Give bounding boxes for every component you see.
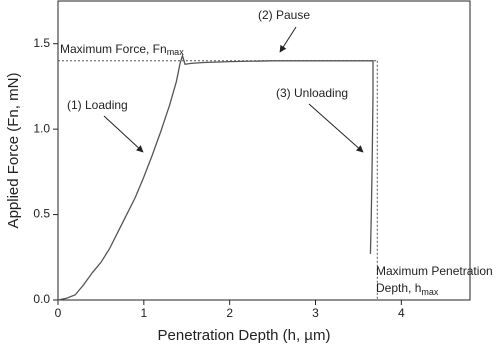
annotation-sub: max: [167, 47, 185, 57]
arrow: [103, 115, 144, 153]
annotation: (2) Pause: [258, 8, 310, 22]
y-tick-label: 1.0: [33, 121, 50, 135]
x-tick-label: 0: [55, 306, 62, 320]
x-tick-label: 1: [140, 306, 147, 320]
y-tick-label: 1.5: [33, 36, 50, 50]
annotation-text: Depth, h: [376, 281, 421, 295]
data-line: [57, 53, 374, 301]
y-tick-label: 0.0: [33, 292, 50, 306]
annotation: Maximum Penetration: [376, 264, 493, 278]
annotation-sub: max: [421, 287, 439, 297]
annotation: Maximum Force, Fnmax: [60, 42, 184, 57]
x-tick-label: 3: [312, 306, 319, 320]
x-tick-label: 4: [398, 306, 405, 320]
annotation: Depth, hmax: [376, 281, 439, 297]
y-tick-label: 0.5: [33, 207, 50, 221]
arrow: [308, 103, 364, 153]
arrow: [279, 26, 297, 53]
y-axis-label: Applied Force (Fn, mN): [5, 73, 22, 229]
plot-frame: [57, 0, 471, 301]
annotation-text: Maximum Force, Fn: [60, 42, 167, 56]
x-tick-label: 2: [226, 306, 233, 320]
annotation: (1) Loading: [67, 98, 128, 112]
x-axis-label: Penetration Depth (h, µm): [158, 327, 331, 344]
annotation: (3) Unloading: [276, 86, 348, 100]
